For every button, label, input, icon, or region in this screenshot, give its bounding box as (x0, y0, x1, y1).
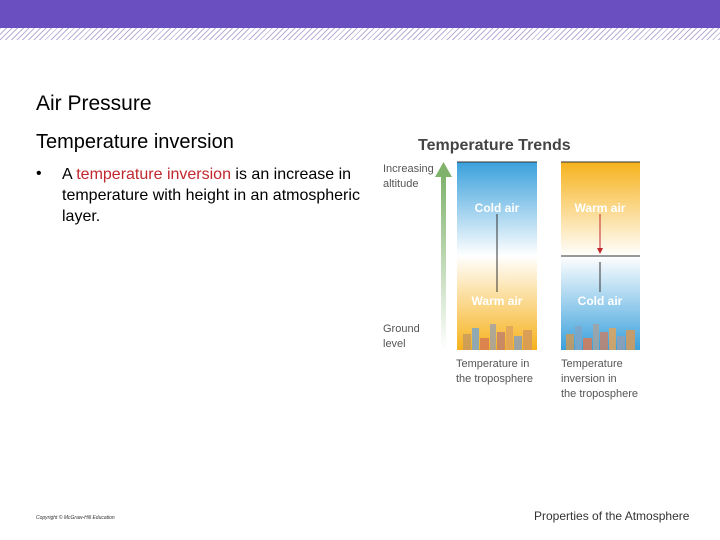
bullet-marker: • (36, 165, 42, 182)
right-panel: Warm air Cold air (561, 161, 640, 350)
left-caption: Temperature in the troposphere (456, 358, 533, 385)
right-caption: Temperature inversion in the troposphere (561, 358, 638, 400)
copyright-notice: Copyright © McGraw-Hill Education (36, 515, 115, 521)
increasing-altitude-line-1: Increasing (383, 163, 434, 175)
right-caption-line-2: inversion in (561, 373, 617, 385)
top-banner (0, 0, 720, 28)
increasing-altitude-label: Increasing altitude (383, 163, 437, 190)
left-bottom-label: Warm air (472, 294, 523, 308)
left-caption-line-2: the troposphere (456, 373, 533, 385)
right-top-label: Warm air (575, 201, 626, 215)
footer-title: Properties of the Atmosphere (534, 509, 690, 523)
bullet-post: is an increase in temperature with heigh… (62, 166, 360, 225)
bullet-pre: A (62, 166, 77, 183)
left-panel: Cold air Warm air (457, 161, 537, 350)
increasing-altitude-line-2: altitude (383, 178, 418, 190)
ground-level-label: Ground level (383, 323, 423, 350)
right-bottom-label: Cold air (578, 294, 623, 308)
figure-title: Temperature Trends (418, 137, 571, 154)
city-skyline-right (566, 324, 635, 350)
city-skyline-left (463, 324, 532, 350)
right-caption-line-3: the troposphere (561, 388, 638, 400)
slide-subtitle: Temperature inversion (36, 131, 234, 153)
ground-level-line-1: Ground (383, 323, 420, 335)
bullet-text: A temperature inversion is an increase i… (62, 164, 362, 227)
altitude-arrow-icon (435, 162, 452, 350)
slide-title: Air Pressure (36, 92, 152, 115)
temperature-trends-figure: Temperature Trends Increasing altitude G… (383, 137, 640, 400)
right-caption-line-1: Temperature (561, 358, 623, 370)
hatch-pattern (0, 28, 720, 40)
highlight-term: temperature inversion (76, 166, 231, 183)
left-top-label: Cold air (475, 201, 520, 215)
ground-level-line-2: level (383, 338, 406, 350)
left-caption-line-1: Temperature in (456, 358, 529, 370)
